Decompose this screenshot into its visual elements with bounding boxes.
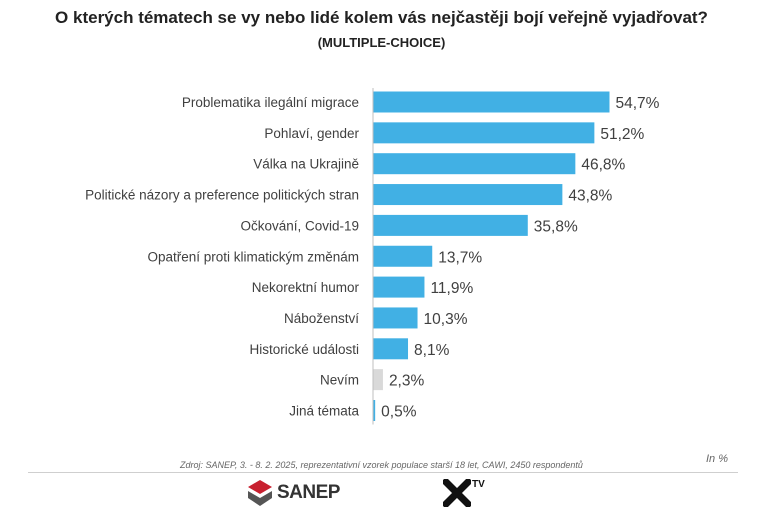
xtv-logo-text: TV: [472, 479, 485, 490]
chart-title: O kterých tématech se vy nebo lidé kolem…: [55, 8, 708, 27]
unit-label: In %: [706, 453, 729, 465]
category-label: Nekorektní humor: [252, 280, 360, 295]
bar: [373, 338, 409, 360]
bar: [373, 184, 563, 206]
value-label: 35,8%: [534, 218, 578, 235]
value-label: 11,9%: [430, 280, 473, 297]
category-label: Válka na Ukrajině: [253, 157, 359, 172]
value-label: 0,5%: [381, 404, 417, 421]
value-label: 10,3%: [424, 311, 468, 328]
category-label: Nevím: [320, 373, 359, 388]
value-label: 51,2%: [600, 126, 644, 143]
value-label: 54,7%: [616, 95, 660, 112]
bar: [373, 214, 528, 236]
footer-divider: [28, 472, 738, 473]
chart-subtitle: (MULTIPLE-CHOICE): [317, 35, 446, 50]
bar: [373, 369, 383, 391]
value-label: 43,8%: [568, 188, 612, 205]
value-label: 13,7%: [438, 249, 482, 266]
bar: [373, 276, 425, 298]
bar: [373, 153, 576, 175]
bar: [373, 245, 433, 267]
xtv-logo-icon: [443, 479, 471, 507]
bar: [373, 91, 610, 113]
value-label: 46,8%: [581, 157, 625, 174]
category-label: Náboženství: [284, 311, 359, 326]
category-label: Očkování, Covid-19: [240, 218, 359, 233]
bar: [373, 400, 376, 421]
bar: [373, 122, 595, 144]
category-label: Politické názory a preference politickýc…: [85, 188, 359, 203]
source-note: Zdroj: SANEP, 3. - 8. 2. 2025, reprezent…: [180, 460, 583, 470]
sanep-logo: SANEP: [245, 478, 340, 508]
xtv-logo: TV: [443, 479, 485, 507]
sanep-logo-text: SANEP: [277, 482, 340, 503]
value-label: 2,3%: [389, 373, 425, 390]
category-label: Pohlaví, gender: [264, 126, 359, 141]
category-label: Problematika ilegální migrace: [182, 95, 359, 110]
category-label: Historické události: [249, 342, 359, 357]
value-label: 8,1%: [414, 342, 450, 359]
category-label: Jiná témata: [289, 404, 359, 419]
bar: [373, 307, 418, 329]
sanep-logo-icon: [248, 480, 272, 506]
category-label: Opatření proti klimatickým změnám: [147, 249, 359, 264]
